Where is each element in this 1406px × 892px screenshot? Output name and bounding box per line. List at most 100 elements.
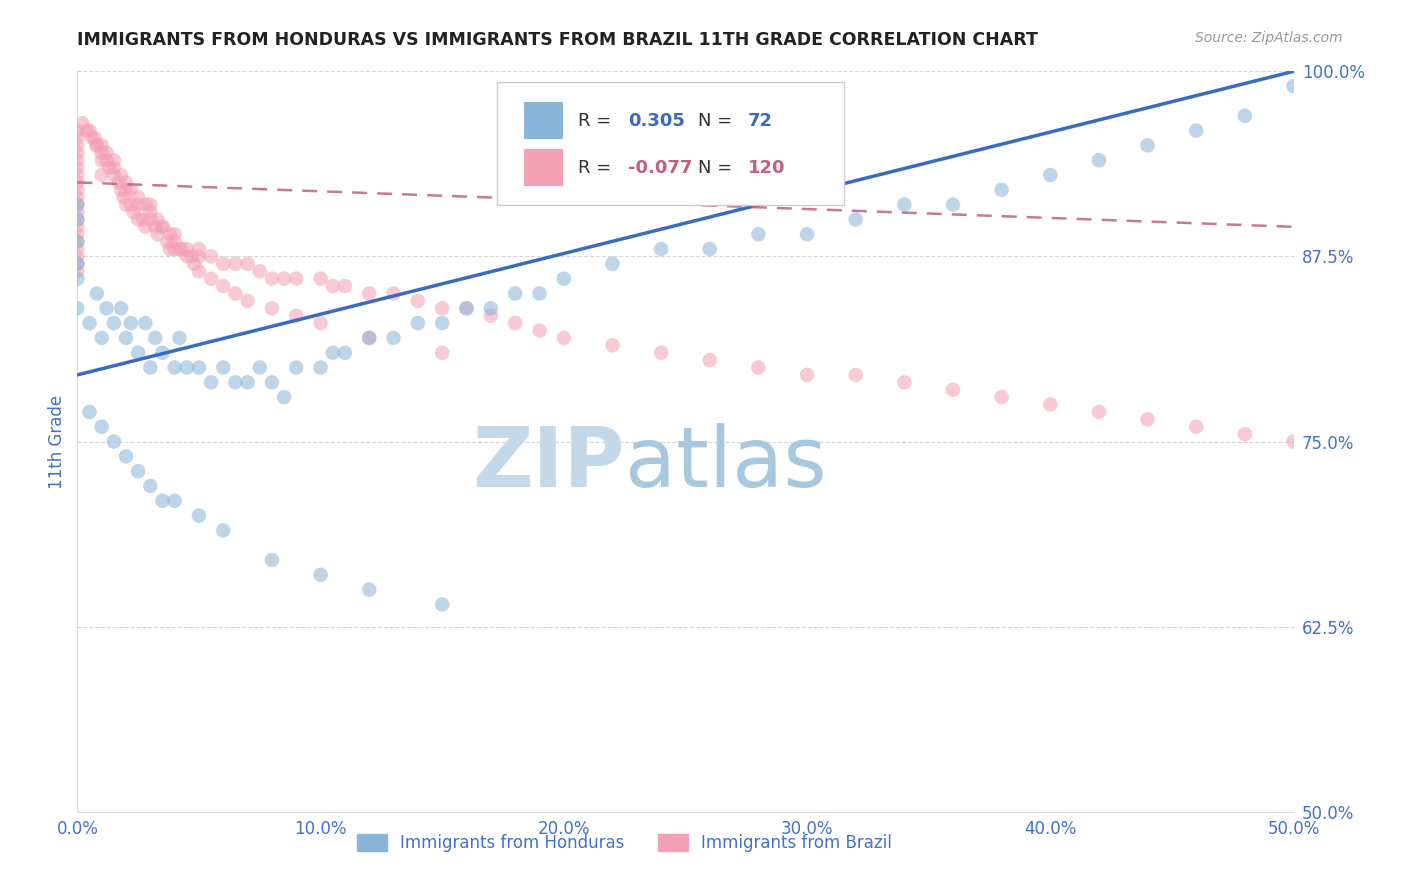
Point (115, 450, 138, 464)
Point (430, 345, 453, 359)
Point (285, 271, 308, 285)
Point (96, 301, 118, 316)
Point (333, 345, 356, 359)
Point (110, 168, 132, 182)
Point (224, 257, 246, 271)
FancyBboxPatch shape (496, 82, 844, 204)
Point (212, 524, 235, 538)
Point (127, 197, 149, 211)
Point (66, 168, 89, 182)
Point (66, 153, 89, 168)
Point (183, 257, 205, 271)
Point (159, 242, 181, 256)
Point (97, 161, 120, 175)
Point (66, 197, 89, 211)
Point (170, 242, 193, 256)
Point (152, 493, 174, 508)
Point (86, 138, 108, 153)
Point (796, 227, 818, 242)
Text: 0.305: 0.305 (628, 112, 685, 130)
Point (143, 219, 166, 234)
Point (529, 324, 551, 338)
Point (76, 123, 98, 137)
Point (103, 168, 125, 182)
Point (139, 212, 162, 227)
Point (79, 123, 101, 137)
Point (602, 338, 624, 352)
Point (1233, 427, 1256, 442)
Point (163, 493, 186, 508)
Point (80, 131, 103, 145)
FancyBboxPatch shape (523, 103, 562, 139)
Point (796, 368, 818, 382)
Point (134, 219, 156, 234)
Point (176, 249, 198, 264)
Point (503, 286, 526, 301)
Point (430, 598, 453, 612)
Point (96, 153, 118, 168)
Point (845, 212, 868, 227)
Point (747, 227, 769, 242)
Point (66, 249, 89, 264)
Point (66, 212, 89, 227)
Point (359, 331, 381, 345)
Point (66, 190, 89, 204)
Point (120, 316, 142, 330)
Point (66, 242, 89, 256)
Point (163, 242, 186, 256)
Point (163, 360, 186, 375)
Point (103, 153, 125, 168)
Text: N =: N = (697, 159, 738, 177)
Point (66, 161, 89, 175)
Text: N =: N = (697, 112, 738, 130)
Point (90, 331, 112, 345)
Point (66, 123, 89, 137)
Point (66, 227, 89, 242)
Point (66, 257, 89, 271)
Point (650, 345, 672, 359)
Point (990, 390, 1012, 404)
Point (1282, 79, 1305, 94)
Point (212, 279, 235, 293)
Point (942, 383, 965, 397)
Point (333, 279, 356, 293)
Point (127, 212, 149, 227)
Point (66, 271, 89, 285)
Point (134, 197, 156, 211)
Point (83, 131, 105, 145)
Point (96, 145, 118, 160)
Point (699, 353, 721, 368)
Point (188, 508, 211, 523)
Point (107, 175, 129, 189)
Point (479, 301, 502, 316)
Point (200, 249, 222, 264)
Point (430, 301, 453, 316)
Point (1185, 419, 1208, 434)
Point (66, 183, 89, 197)
Point (1136, 412, 1159, 426)
Point (110, 301, 132, 316)
Point (602, 257, 624, 271)
Point (503, 316, 526, 330)
Point (406, 316, 429, 330)
Point (1039, 168, 1062, 182)
Point (66, 131, 89, 145)
Point (66, 138, 89, 153)
Point (285, 309, 308, 323)
Point (479, 309, 502, 323)
Point (285, 360, 308, 375)
Point (553, 271, 575, 285)
Point (66, 235, 89, 249)
Point (188, 360, 211, 375)
Point (188, 242, 211, 256)
Text: R =: R = (578, 159, 617, 177)
Point (112, 190, 135, 204)
Point (224, 286, 246, 301)
Point (359, 331, 381, 345)
Point (188, 264, 211, 278)
Point (893, 376, 915, 390)
Point (249, 264, 271, 278)
Point (115, 175, 138, 189)
Point (309, 360, 332, 375)
Point (309, 271, 332, 285)
